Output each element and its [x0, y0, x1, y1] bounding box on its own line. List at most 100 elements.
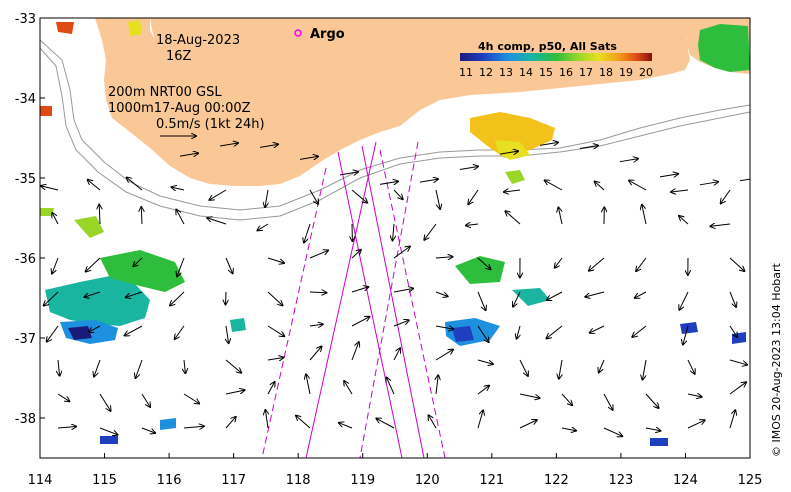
current-arrow	[729, 359, 747, 365]
credit-text: © IMOS 20-Aug-2023 13:04 Hobart	[770, 263, 783, 457]
current-arrow	[645, 393, 659, 408]
current-arrow	[175, 325, 185, 339]
current-arrow	[99, 393, 111, 411]
colorbar-tick-label: 13	[499, 66, 513, 79]
current-arrow	[225, 390, 245, 395]
current-arrow	[599, 359, 605, 372]
y-tick-label: -37	[15, 332, 36, 347]
current-arrow	[635, 291, 647, 298]
current-arrow	[435, 350, 453, 361]
current-arrow	[603, 393, 613, 410]
current-arrow	[52, 257, 59, 274]
x-tick-label: 118	[286, 473, 311, 488]
current-arrow	[435, 326, 453, 329]
current-arrow	[505, 211, 521, 225]
x-tick-label: 120	[415, 473, 440, 488]
current-arrow	[547, 325, 563, 338]
info-line-2: 1000m17-Aug 00:00Z	[108, 101, 251, 116]
current-arrow	[545, 180, 563, 191]
x-tick-label: 117	[221, 473, 246, 488]
current-arrow	[141, 393, 150, 407]
date-label: 18-Aug-2023	[156, 33, 240, 48]
current-arrow	[679, 216, 689, 225]
current-arrow	[41, 186, 59, 191]
current-arrow	[477, 257, 491, 269]
current-arrow	[579, 146, 598, 149]
current-arrow	[711, 224, 731, 226]
current-arrow	[170, 291, 185, 306]
current-arrow	[519, 393, 540, 398]
satellite-tracks	[261, 141, 446, 458]
current-arrow	[659, 174, 678, 177]
y-tick-label: -35	[15, 172, 36, 187]
colorbar-tick-label: 12	[479, 66, 493, 79]
y-tick-label: -36	[15, 252, 36, 267]
current-arrow	[141, 427, 155, 433]
contour-1000m	[40, 47, 750, 221]
current-arrow	[99, 205, 100, 225]
argo-marker-icon	[294, 29, 302, 37]
current-arrow	[504, 190, 521, 192]
colorbar-tick-label: 14	[519, 66, 533, 79]
current-arrow	[645, 428, 660, 431]
current-arrow	[687, 394, 702, 397]
current-arrow	[687, 420, 705, 429]
current-arrow	[590, 325, 605, 333]
current-arrow	[393, 247, 410, 259]
current-arrow	[133, 257, 143, 266]
x-tick-label: 119	[350, 473, 375, 488]
current-arrow	[619, 159, 638, 162]
current-arrow	[393, 289, 413, 293]
current-arrow	[86, 257, 101, 272]
colorbar-tick-label: 19	[619, 66, 633, 79]
current-arrow	[57, 427, 76, 429]
current-arrow	[88, 180, 101, 191]
current-arrow	[519, 420, 537, 429]
current-arrow	[729, 257, 744, 271]
current-arrow	[225, 359, 241, 373]
current-arrow	[435, 257, 453, 258]
current-arrow	[459, 166, 478, 169]
current-arrow	[89, 325, 101, 332]
colorbar	[460, 53, 652, 61]
y-axis: -33 -34 -35 -36 -37 -38	[15, 12, 45, 427]
sst-patches	[40, 20, 750, 446]
current-arrow	[393, 223, 395, 240]
current-arrow	[267, 382, 275, 395]
current-arrow	[603, 427, 622, 436]
current-arrow	[595, 182, 605, 191]
current-arrow	[267, 358, 283, 361]
current-arrow	[351, 317, 370, 327]
current-arrow	[419, 179, 438, 182]
current-arrow	[209, 189, 227, 200]
current-arrow	[351, 189, 367, 203]
hour-label: 16Z	[166, 49, 192, 64]
current-arrow	[172, 187, 185, 190]
current-arrow	[339, 172, 358, 175]
current-arrow	[721, 189, 731, 203]
current-arrow	[127, 178, 143, 191]
current-arrow	[265, 189, 268, 207]
current-arrow	[52, 213, 59, 225]
current-arrow	[267, 257, 284, 263]
current-arrow	[499, 151, 518, 154]
current-arrow	[519, 359, 528, 376]
current-arrow	[642, 205, 647, 225]
current-arrow	[477, 386, 489, 395]
current-arrow	[309, 189, 318, 204]
current-arrow	[561, 393, 572, 405]
current-arrow	[387, 378, 395, 395]
current-arrow	[477, 325, 489, 342]
current-arrow	[687, 359, 695, 374]
current-arrow	[136, 359, 143, 378]
current-arrow	[183, 426, 204, 428]
current-arrow	[539, 142, 558, 145]
x-tick-label: 125	[738, 473, 763, 488]
current-arrow	[141, 207, 142, 225]
current-arrow	[699, 182, 718, 185]
current-arrow	[643, 359, 647, 380]
y-tick-label: -33	[15, 12, 36, 27]
current-arrow	[267, 291, 283, 305]
current-arrow	[671, 190, 689, 192]
current-arrow	[547, 291, 563, 300]
